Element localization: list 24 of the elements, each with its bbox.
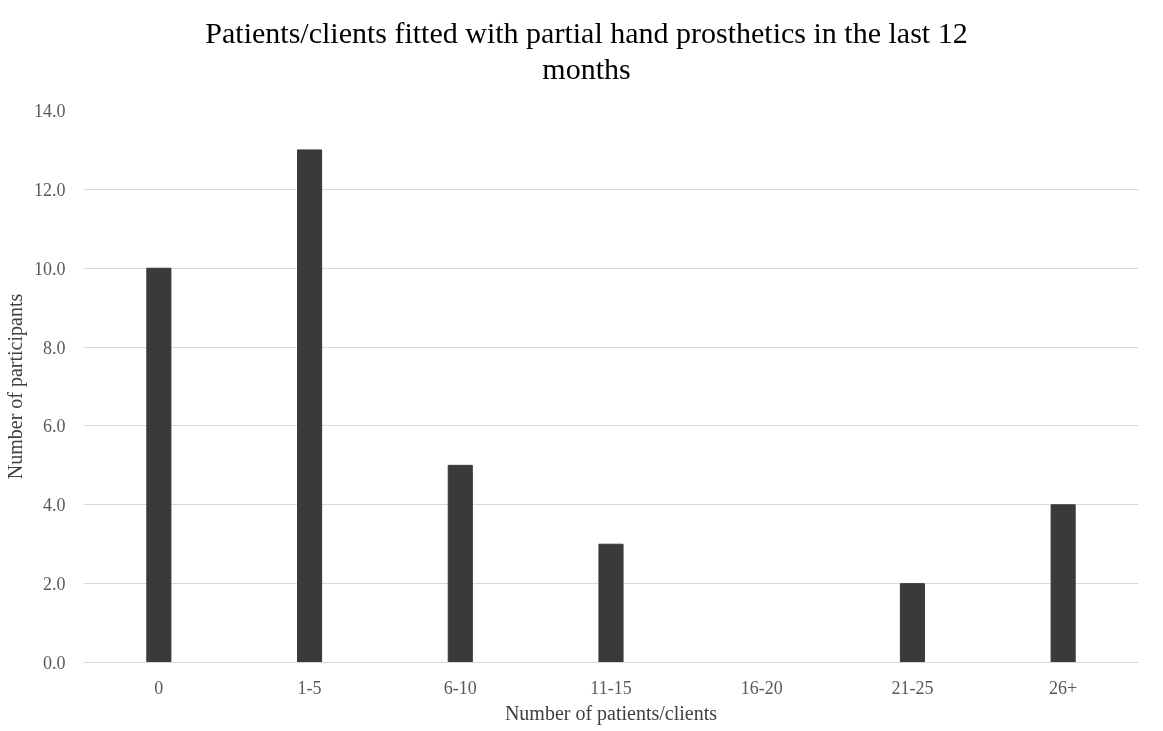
x-tick-label: 16-20: [740, 677, 783, 698]
x-tick-label: 11-15: [590, 677, 632, 698]
x-tick-label: 0: [154, 677, 164, 698]
bar: [146, 267, 172, 663]
y-axis-title: Number of participants: [4, 293, 27, 480]
y-tick-label: 6.0: [43, 416, 66, 437]
bar: [297, 149, 323, 663]
x-tick-label: 1-5: [297, 677, 322, 698]
y-tick-label: 4.0: [43, 495, 66, 516]
bar: [447, 464, 473, 663]
y-tick-label: 8.0: [43, 337, 66, 358]
bar: [899, 583, 925, 663]
x-tick-label: 21-25: [891, 677, 934, 698]
y-tick-label: 2.0: [43, 574, 66, 595]
chart-title: Patients/clients fitted with partial hand prosthetics in the last 12 months: [205, 15, 968, 87]
y-tick-label: 0.0: [43, 653, 66, 673]
y-tick-label: 14.0: [34, 101, 66, 121]
y-tick-label: 12.0: [34, 179, 66, 200]
x-axis-title: Number of patients/clients: [504, 701, 718, 725]
x-tick-label: 6-10: [443, 677, 477, 698]
x-tick-label: 26+: [1049, 677, 1078, 698]
bar: [1050, 504, 1076, 663]
y-tick-label: 10.0: [34, 258, 66, 279]
bar: [598, 543, 624, 663]
